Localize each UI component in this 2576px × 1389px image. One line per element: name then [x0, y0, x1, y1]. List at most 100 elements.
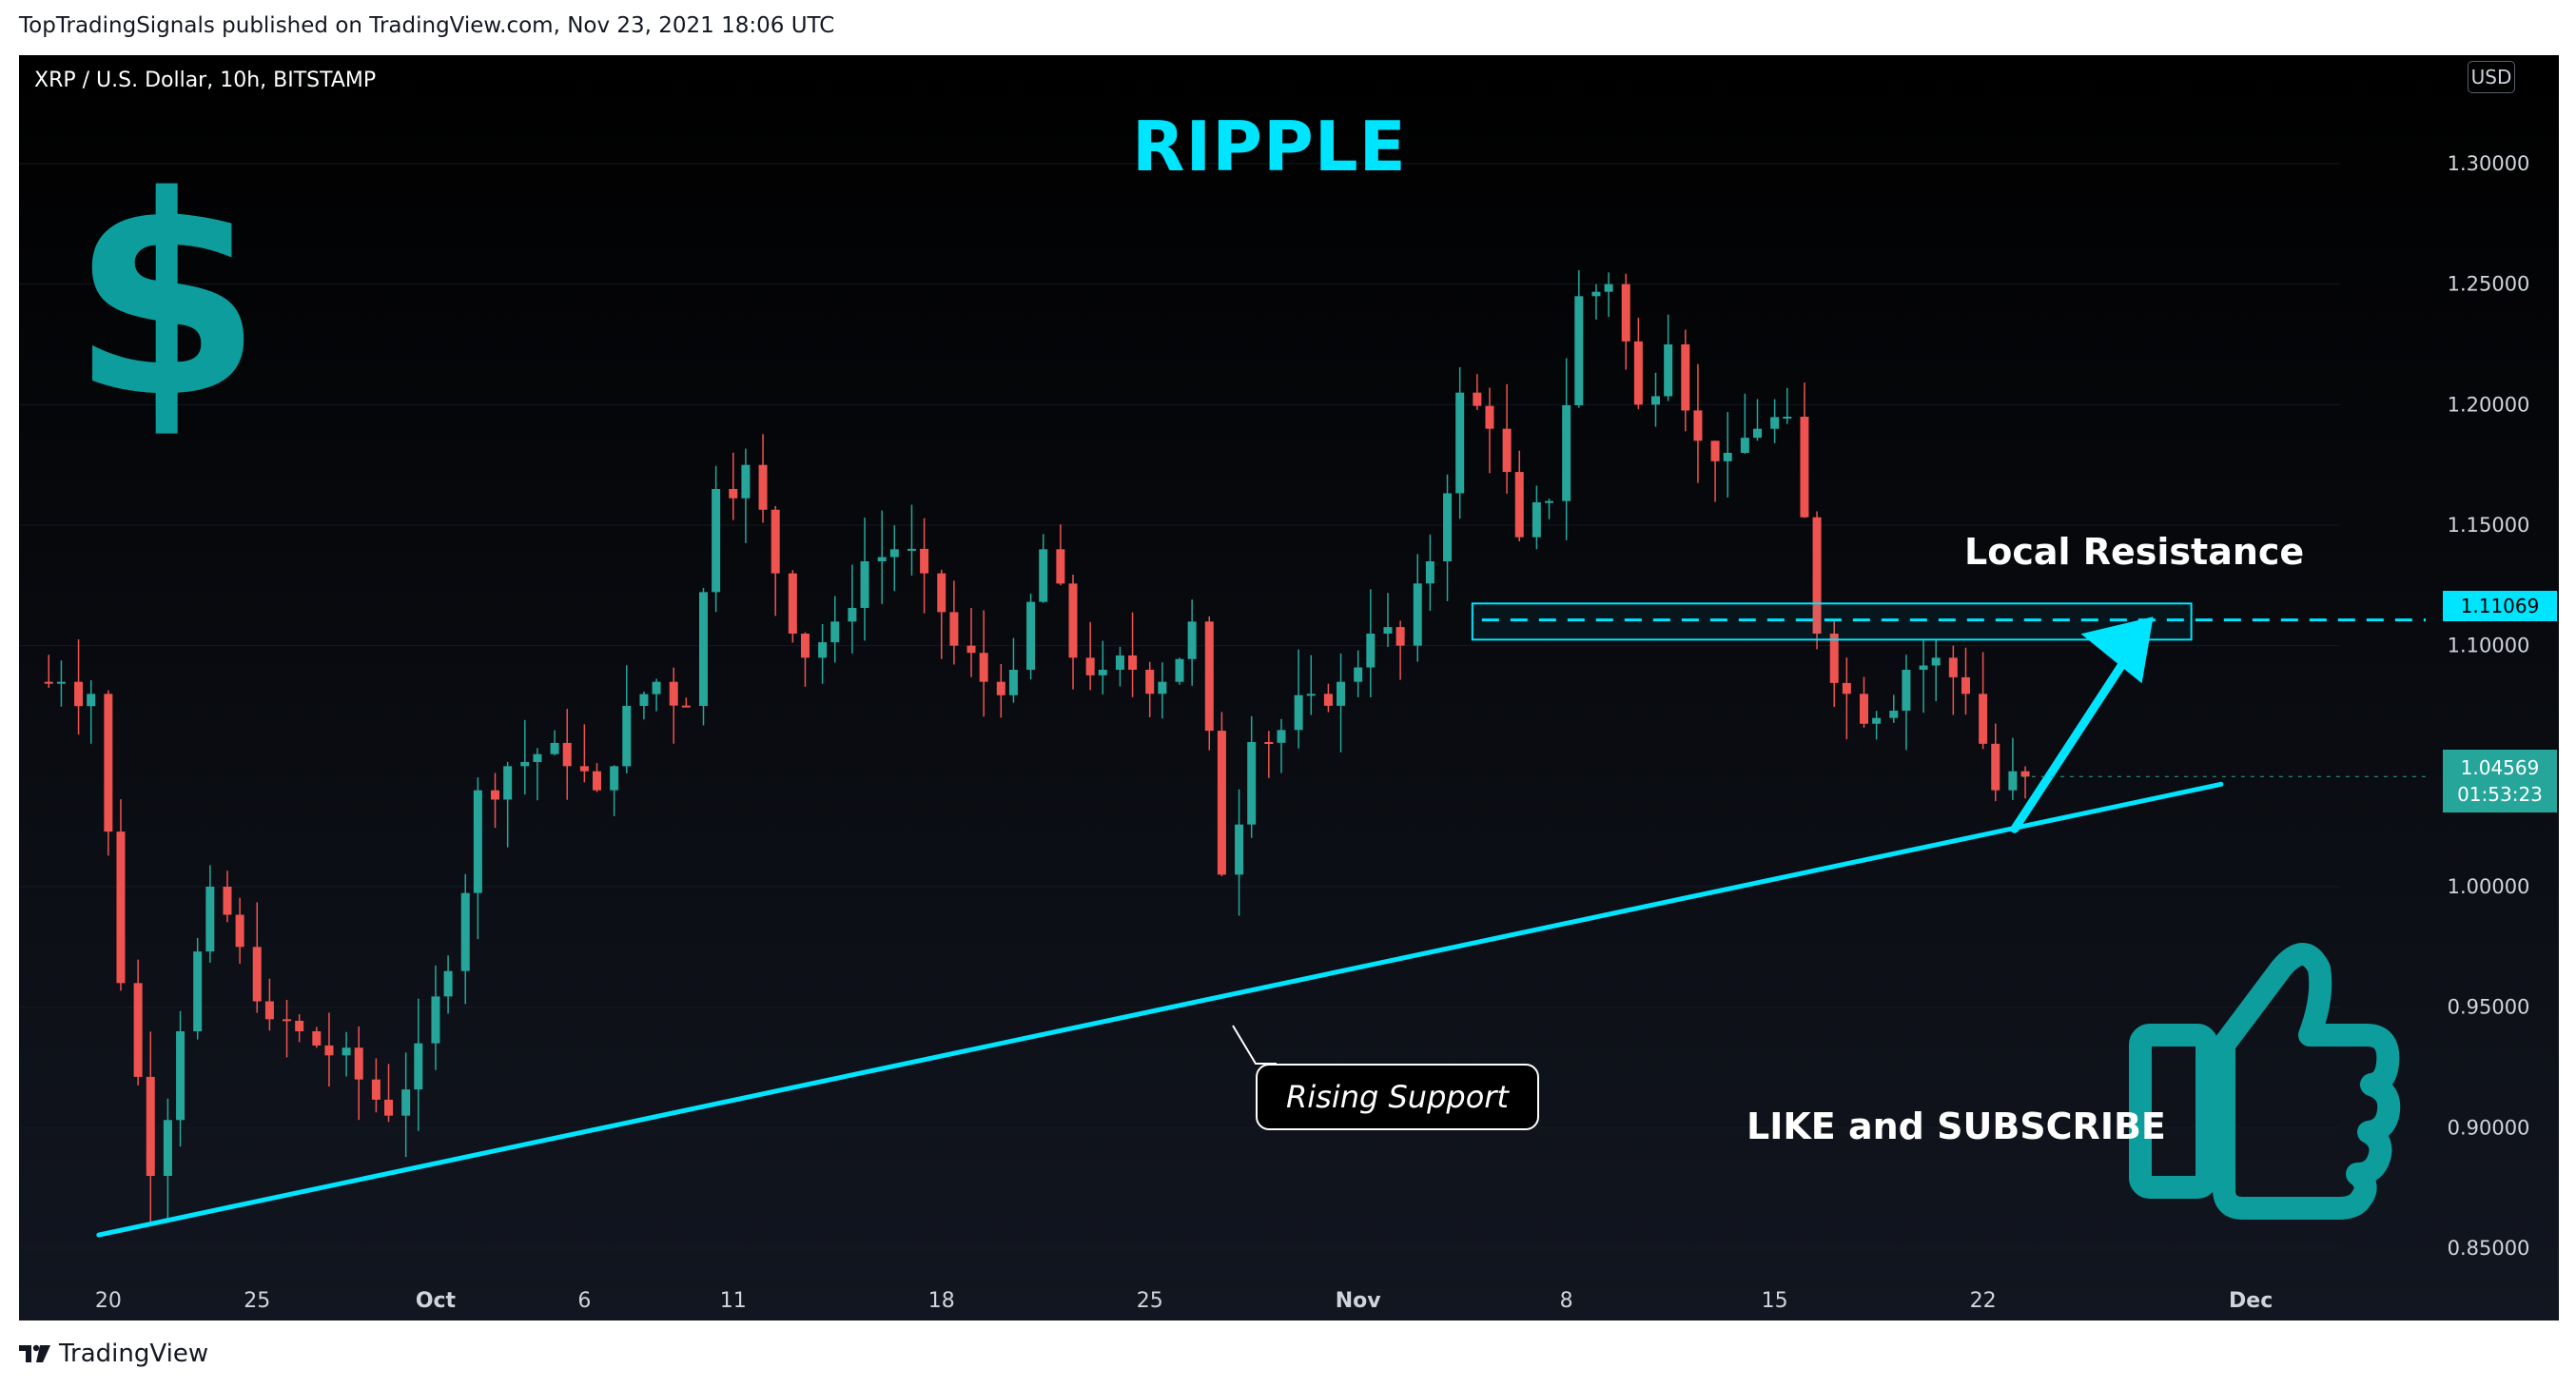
- candle-body: [639, 694, 649, 706]
- candle-body: [116, 831, 126, 984]
- candle-body: [1187, 621, 1197, 659]
- candle-body: [1158, 681, 1167, 694]
- y-tick-label: 1.30000: [2448, 152, 2530, 175]
- candle-body: [163, 1120, 172, 1176]
- candle-body: [698, 592, 708, 706]
- candle-body: [384, 1099, 394, 1116]
- candle-body: [1545, 500, 1554, 503]
- candle-body: [1473, 392, 1482, 406]
- candle-body: [252, 947, 262, 1002]
- resistance-price-tag: 1.11069: [2443, 591, 2557, 621]
- candle-body: [1889, 710, 1899, 718]
- candle-body: [312, 1031, 322, 1046]
- candle-body: [324, 1045, 334, 1056]
- candle-body: [996, 681, 1005, 695]
- candle-body: [949, 612, 959, 646]
- candle-body: [1931, 657, 1941, 666]
- candle-body: [74, 681, 84, 707]
- chart-canvas[interactable]: 1.30000 1.25000 1.20000 1.15000 1.10000 1.000…: [19, 55, 2559, 1321]
- candle-body: [1039, 549, 1048, 602]
- candle-body: [1068, 583, 1078, 658]
- publisher-line: TopTradingSignals published on TradingVi…: [19, 13, 835, 38]
- bar-countdown: 01:53:23: [2457, 783, 2543, 806]
- x-tick-label: Nov: [1336, 1289, 1382, 1313]
- candle-body: [1056, 549, 1065, 584]
- chart-panel[interactable]: 1.30000 1.25000 1.20000 1.15000 1.10000 1.000…: [19, 55, 2559, 1321]
- candle-body: [1502, 428, 1512, 473]
- y-axis: 1.30000 1.25000 1.20000 1.15000 1.10000 1.000…: [2448, 152, 2530, 1260]
- candle-body: [401, 1089, 411, 1116]
- thumbs-up-icon: [2129, 943, 2401, 1220]
- x-tick-label: 18: [928, 1289, 955, 1313]
- candle-body: [1175, 658, 1184, 682]
- y-tick-label: 1.00000: [2448, 875, 2530, 898]
- candle-body: [342, 1047, 351, 1056]
- candle-body: [1604, 284, 1613, 292]
- candle-body: [1277, 730, 1286, 743]
- candle-body: [354, 1047, 363, 1080]
- candle-body: [1991, 743, 2000, 791]
- chart-headline: RIPPLE: [1132, 107, 1407, 186]
- support-line: [96, 781, 2224, 1238]
- resistance-label: Local Resistance: [1964, 531, 2305, 573]
- x-tick-label: 15: [1762, 1289, 1788, 1313]
- y-tick-label: 1.10000: [2448, 635, 2530, 657]
- candle-body: [1098, 670, 1107, 675]
- currency-badge[interactable]: USD: [2468, 61, 2515, 93]
- candle-body: [788, 573, 797, 635]
- candle-body: [87, 694, 96, 707]
- candle-body: [1979, 694, 1988, 744]
- candle-body: [133, 983, 143, 1077]
- candle-body: [1514, 472, 1524, 538]
- candle-body: [1366, 634, 1376, 668]
- candle-body: [1812, 517, 1822, 634]
- candle-body: [1383, 627, 1393, 634]
- tradingview-logo[interactable]: TradingView: [19, 1340, 208, 1368]
- x-tick-label: 22: [1970, 1289, 1997, 1313]
- candle-body: [1532, 501, 1541, 538]
- candle-body: [1145, 670, 1155, 694]
- candle-body: [443, 970, 453, 997]
- x-tick-label: Oct: [416, 1289, 457, 1313]
- candle-body: [1395, 627, 1405, 646]
- candle-body: [1235, 824, 1244, 875]
- candle-body: [1783, 417, 1792, 419]
- candle-body: [771, 509, 780, 574]
- candle-body: [1829, 634, 1839, 683]
- y-tick-label: 1.15000: [2448, 514, 2530, 537]
- candle-body: [1740, 438, 1749, 453]
- candle-body: [818, 642, 828, 658]
- candle-body: [533, 753, 542, 762]
- candle-body: [520, 761, 530, 767]
- candle-body: [1354, 667, 1363, 682]
- candle-body: [193, 951, 203, 1031]
- candle-body: [1247, 742, 1257, 825]
- candle-body: [1651, 396, 1661, 405]
- candle-body: [712, 489, 721, 593]
- candle-body: [1455, 392, 1465, 494]
- candle-body: [848, 607, 857, 622]
- candle-body: [610, 766, 619, 791]
- cta-label: LIKE and SUBSCRIBE: [1747, 1105, 2166, 1147]
- candle-body: [1723, 453, 1732, 461]
- candle-body: [550, 742, 559, 754]
- candle-body: [223, 887, 232, 915]
- svg-text:$: $: [70, 138, 263, 459]
- tradingview-logo-icon: [19, 1344, 50, 1362]
- y-tick-label: 0.85000: [2448, 1237, 2530, 1260]
- candle-body: [652, 681, 661, 694]
- candle-body: [1574, 296, 1584, 405]
- candle-body: [669, 681, 678, 706]
- candle-body: [44, 681, 53, 684]
- symbol-title: XRP / U.S. Dollar, 10h, BITSTAMP: [34, 68, 377, 92]
- candle-body: [1294, 694, 1303, 731]
- candle-body: [2008, 771, 2018, 791]
- callout-pointer: [1232, 1025, 1277, 1065]
- candle-body: [741, 464, 751, 499]
- candle-body: [1128, 655, 1138, 670]
- candle-body: [1306, 694, 1316, 696]
- candle-body: [1752, 428, 1762, 439]
- candle-body: [889, 549, 899, 558]
- candle-body: [758, 464, 768, 510]
- candle-body: [283, 1019, 292, 1022]
